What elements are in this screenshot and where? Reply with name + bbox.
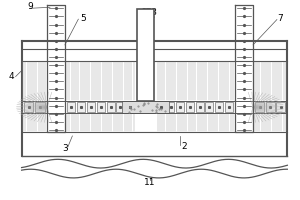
Bar xyxy=(122,101,170,113)
Bar xyxy=(196,102,204,112)
Bar xyxy=(67,102,75,112)
Bar xyxy=(276,102,285,112)
Bar xyxy=(116,102,124,112)
Text: 3: 3 xyxy=(62,144,68,153)
Bar xyxy=(24,102,33,112)
Bar xyxy=(35,102,45,112)
Bar xyxy=(136,9,154,101)
Bar xyxy=(167,102,175,112)
Bar xyxy=(206,102,213,112)
Text: 9: 9 xyxy=(28,2,33,11)
Bar xyxy=(215,102,223,112)
Bar xyxy=(87,102,95,112)
Bar xyxy=(157,102,165,112)
Text: 6、8: 6、8 xyxy=(140,8,157,17)
Bar xyxy=(266,102,274,112)
Text: 2: 2 xyxy=(182,142,187,151)
Bar xyxy=(97,102,105,112)
Bar xyxy=(186,102,194,112)
Text: 7: 7 xyxy=(277,14,283,23)
Bar xyxy=(126,102,134,112)
Bar xyxy=(176,102,184,112)
Bar xyxy=(77,102,85,112)
Text: 5: 5 xyxy=(80,14,86,23)
Bar xyxy=(225,102,233,112)
Text: 4: 4 xyxy=(8,72,14,81)
Text: 11: 11 xyxy=(144,178,156,187)
Bar xyxy=(106,102,115,112)
Bar xyxy=(255,102,264,112)
